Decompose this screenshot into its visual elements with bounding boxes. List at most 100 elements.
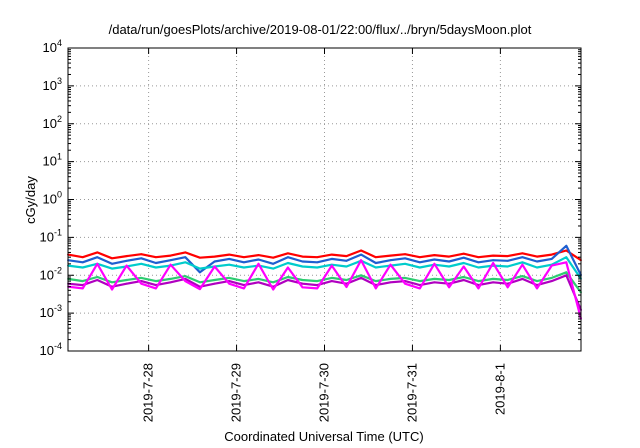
data-point [125, 279, 128, 281]
data-point [345, 255, 348, 257]
data-point [155, 280, 157, 282]
data-point [96, 251, 99, 254]
data-point [389, 259, 392, 262]
data-point [316, 287, 319, 290]
data-point [565, 256, 568, 259]
data-point [506, 286, 509, 289]
y-tick-label: 103 [43, 76, 62, 93]
data-point [111, 262, 113, 265]
data-point [360, 274, 362, 277]
data-point [536, 287, 538, 290]
data-point [287, 252, 289, 255]
data-point [477, 280, 480, 282]
data-point [243, 287, 245, 290]
data-point [345, 265, 348, 268]
data-point [81, 287, 84, 290]
data-point [506, 279, 509, 281]
data-point [550, 258, 553, 260]
data-point [389, 254, 392, 257]
data-point [257, 281, 260, 284]
data-point [125, 255, 128, 257]
data-point [536, 280, 538, 282]
data-point [330, 264, 333, 267]
data-point [213, 255, 216, 258]
y-tick-label: 101 [43, 152, 62, 169]
data-point [404, 257, 406, 260]
data-point [316, 261, 319, 264]
data-point [140, 277, 143, 279]
series-layer [67, 244, 583, 320]
data-point [448, 255, 450, 258]
series-line-4 [67, 271, 582, 294]
data-point [360, 253, 362, 256]
data-point [257, 262, 260, 265]
data-point [96, 262, 99, 265]
x-tick-label: 2019-7-28 [141, 363, 156, 422]
data-point [213, 260, 216, 263]
data-point [155, 284, 157, 286]
x-tick-label: 2019-7-30 [317, 363, 332, 422]
axes: 10-4 10-3 10-2 10-1 100 101 102 103 104 2019-7-28… [40, 38, 581, 422]
data-point [550, 277, 553, 279]
data-point [125, 264, 128, 267]
y-tick-label: 100 [43, 190, 62, 207]
data-point [433, 262, 436, 265]
data-point [550, 264, 553, 267]
data-point [477, 256, 480, 259]
data-point [228, 263, 231, 266]
y-tick-label: 10-3 [40, 303, 62, 320]
data-point [81, 266, 84, 269]
data-point [243, 261, 245, 264]
data-point [287, 262, 289, 264]
data-point [418, 266, 421, 269]
data-point [199, 256, 201, 259]
data-point [448, 260, 450, 263]
data-point [462, 265, 465, 268]
data-point [330, 280, 333, 282]
data-point [448, 282, 450, 285]
data-point [404, 262, 406, 265]
data-point [125, 259, 128, 262]
data-point [492, 278, 494, 280]
data-point [228, 258, 231, 260]
data-point [155, 256, 157, 259]
data-point [81, 280, 84, 282]
data-point [199, 281, 201, 284]
data-point [96, 256, 99, 259]
data-point [272, 262, 275, 265]
data-point [345, 286, 348, 288]
data-point [374, 262, 377, 264]
data-point [257, 278, 260, 280]
series-line-6 [67, 259, 583, 320]
chart-title: /data/run/goesPlots/archive/2019-08-01/2… [109, 22, 532, 37]
data-point [521, 252, 524, 255]
data-point [213, 282, 216, 285]
data-point [565, 274, 568, 277]
data-point [492, 259, 494, 262]
data-point [374, 266, 377, 269]
data-point [506, 259, 509, 262]
data-point [565, 261, 568, 264]
data-point [492, 281, 494, 284]
data-point [536, 266, 538, 269]
data-point [243, 280, 245, 282]
data-point [389, 263, 392, 266]
data-point [521, 261, 524, 264]
x-tick-label: 2019-8-1 [492, 363, 507, 415]
data-point [418, 287, 421, 290]
data-point [565, 244, 568, 247]
data-point [301, 265, 304, 268]
data-point [199, 267, 201, 270]
data-point [565, 249, 568, 252]
data-point [374, 280, 377, 282]
data-point [477, 266, 480, 269]
gridlines [68, 48, 581, 351]
data-point [462, 276, 465, 278]
y-axis-label: cGy/day [23, 176, 38, 224]
data-point [169, 259, 172, 262]
data-point [213, 265, 216, 268]
data-point [521, 256, 524, 259]
data-point [228, 277, 231, 279]
data-point [140, 253, 143, 256]
data-point [506, 265, 509, 268]
